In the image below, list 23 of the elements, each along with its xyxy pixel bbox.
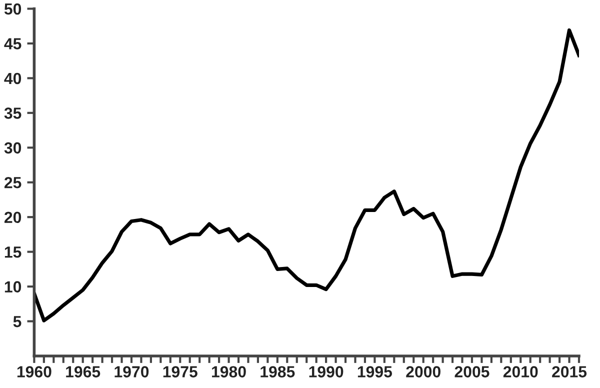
- x-tick-label: 2015: [552, 366, 587, 378]
- x-tick-label: 1975: [163, 366, 198, 378]
- line-series: [34, 28, 579, 322]
- x-tick-label: 1970: [114, 366, 149, 378]
- y-tick-label: 5: [13, 316, 22, 328]
- y-tick-label: 15: [4, 246, 22, 258]
- x-tick-label: 1980: [212, 366, 246, 378]
- x-tick-label: 1995: [358, 366, 392, 378]
- x-tick-label: 2005: [454, 366, 490, 378]
- x-tick-label: 1990: [309, 366, 344, 378]
- x-tick-label: 1965: [66, 366, 100, 378]
- y-tick-label: 35: [4, 108, 22, 119]
- y-tick-label: 45: [4, 38, 22, 50]
- y-tick-label: 30: [4, 142, 22, 154]
- y-tick-label: 10: [4, 281, 22, 292]
- y-tick-label: 20: [4, 212, 22, 224]
- x-tick-label: 1985: [260, 366, 295, 378]
- y-tick-label: 50: [4, 3, 22, 15]
- y-tick-label: 40: [4, 72, 22, 84]
- x-tick-label: 2000: [406, 366, 440, 378]
- y-tick-label: 25: [4, 176, 22, 188]
- x-tick-label: 2010: [503, 366, 538, 378]
- x-tick-label: 1960: [17, 366, 52, 378]
